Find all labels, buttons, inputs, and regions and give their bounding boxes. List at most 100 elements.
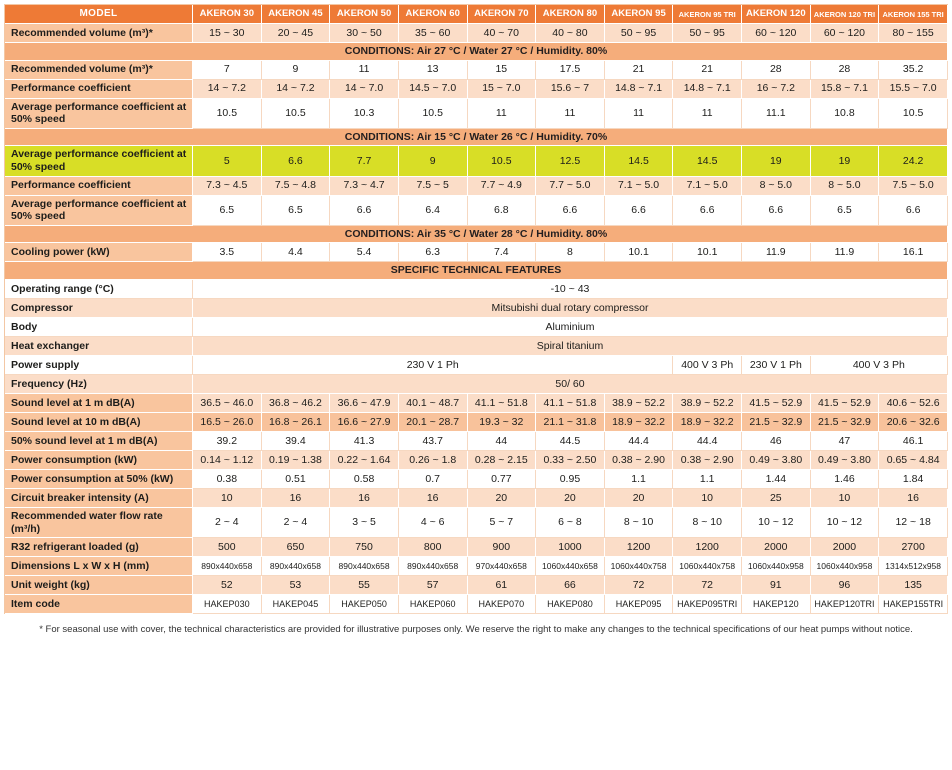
column-header-cell: AKERON 120 [742,5,811,24]
data-cell: 18.9 ~ 32.2 [604,412,674,432]
model-header-cell: MODEL [5,5,193,24]
data-cell: HAKEP155TRI [879,595,948,615]
data-cell: 21.5 ~ 32.9 [810,412,880,432]
data-cell: 21 [604,60,674,80]
data-cell: 52 [193,576,262,596]
row-label: Cooling power (kW) [5,243,193,263]
table-row: Unit weight (kg) 52 53 55 57 61 66 72 72 91 96 135 [5,576,948,596]
data-cell: 41.1 ~ 51.8 [536,393,605,413]
data-cell: 10.3 [330,98,399,129]
row-label: Power consumption at 50% (kW) [5,469,193,489]
data-cell: 0.19 ~ 1.38 [261,450,331,470]
data-cell: 38.9 ~ 52.2 [604,393,674,413]
page: MODEL AKERON 30 AKERON 45 AKERON 50 AKERON 6… [4,4,948,635]
data-cell: 7.1 ~ 5.0 [673,176,742,196]
data-cell: 2000 [742,538,811,558]
data-cell: 21.5 ~ 32.9 [742,412,811,432]
column-header-cell: AKERON 155 TRI [879,5,948,24]
data-cell: 35.2 [879,60,948,80]
data-cell: 46 [742,431,811,451]
data-cell: 0.95 [536,469,605,489]
data-cell: 35 ~ 60 [398,24,468,43]
row-label: Performance coefficient [5,79,193,99]
data-cell: 6.5 [261,195,331,226]
data-cell: 9 [261,60,331,80]
data-cell: 1200 [604,538,674,558]
data-cell: HAKEP120TRI [810,595,880,615]
span-value-cell: Aluminium [193,317,948,337]
data-cell: 8 [536,243,605,263]
table-row: Compressor Mitsubishi dual rotary compres… [5,298,948,318]
data-cell: 7.7 [330,146,399,177]
data-cell: 7.3 ~ 4.5 [193,176,262,196]
table-row: Frequency (Hz) 50/ 60 [5,374,948,394]
data-cell: 20.1 ~ 28.7 [398,412,468,432]
row-label: Average performance coefficient at 50% s… [5,98,193,129]
data-cell: 43.7 [398,431,468,451]
row-label: R32 refrigerant loaded (g) [5,538,193,558]
data-cell: 890x440x658 [330,557,399,577]
data-cell: 10 ~ 12 [742,507,811,539]
data-cell: 10.1 [673,243,742,263]
data-cell: 12.5 [536,146,605,177]
data-cell: 1.1 [604,469,674,489]
row-label: Average performance coefficient at 50% s… [5,195,193,226]
data-cell: 41.1 ~ 51.8 [467,393,537,413]
row-label: Frequency (Hz) [5,374,193,394]
data-cell: 1060x440x958 [810,557,880,577]
section-header: CONDITIONS: Air 27 °C / Water 27 °C / Hu… [5,43,948,61]
data-cell: 6.6 [536,195,605,226]
data-cell: 2 ~ 4 [193,507,262,539]
data-cell: 19.3 ~ 32 [467,412,537,432]
data-cell: 0.49 ~ 3.80 [810,450,880,470]
data-cell: 7 [193,60,262,80]
data-cell: 14 ~ 7.2 [261,79,331,99]
data-cell: 10.5 [467,146,537,177]
section-header: CONDITIONS: Air 35 °C / Water 28 °C / Hu… [5,225,948,244]
data-cell: 55 [330,576,399,596]
data-cell: 1060x440x758 [604,557,674,577]
data-cell: 4 ~ 6 [398,507,468,539]
data-cell: 44.5 [536,431,605,451]
data-cell: HAKEP095TRI [673,595,742,615]
data-cell: 14.8 ~ 7.1 [604,79,674,99]
data-cell: 17.5 [536,60,605,80]
data-cell: 890x440x658 [261,557,331,577]
data-cell: 25 [742,488,811,508]
column-header-cell: AKERON 50 [330,5,399,24]
data-cell: 36.5 ~ 46.0 [193,393,262,413]
data-cell: 7.5 ~ 4.8 [261,176,331,196]
data-cell: 1060x440x758 [673,557,742,577]
data-cell: 19 [810,146,880,177]
data-cell: 16 [330,488,399,508]
data-cell: 72 [673,576,742,596]
data-cell: 7.3 ~ 4.7 [330,176,399,196]
section-header: CONDITIONS: Air 15 °C / Water 26 °C / Hu… [5,128,948,147]
data-cell: 44.4 [673,431,742,451]
data-cell: 890x440x658 [398,557,468,577]
data-cell: 8 ~ 5.0 [742,176,811,196]
data-cell: 0.22 ~ 1.64 [330,450,399,470]
data-cell: 2700 [879,538,948,558]
data-cell: 11.9 [742,243,811,263]
data-cell: 1.44 [742,469,811,489]
data-cell: 28 [742,60,811,80]
span-value-cell: 230 V 1 Ph [742,355,811,375]
data-cell: 8 ~ 5.0 [810,176,880,196]
data-cell: HAKEP050 [330,595,399,615]
data-cell: 40.1 ~ 48.7 [398,393,468,413]
row-label: Recommended volume (m³)* [5,24,193,43]
data-cell: 135 [879,576,948,596]
data-cell: 5 ~ 7 [467,507,537,539]
data-cell: 20 [604,488,674,508]
data-cell: 15.8 ~ 7.1 [810,79,880,99]
data-cell: HAKEP030 [193,595,262,615]
data-cell: HAKEP060 [398,595,468,615]
table-row: Performance coefficient 14 ~ 7.2 14 ~ 7.2 1… [5,79,948,99]
data-cell: 16 [261,488,331,508]
data-cell: 1.1 [673,469,742,489]
data-cell: 11.9 [810,243,880,263]
data-cell: 1060x440x958 [742,557,811,577]
data-cell: 39.4 [261,431,331,451]
data-cell: 57 [398,576,468,596]
